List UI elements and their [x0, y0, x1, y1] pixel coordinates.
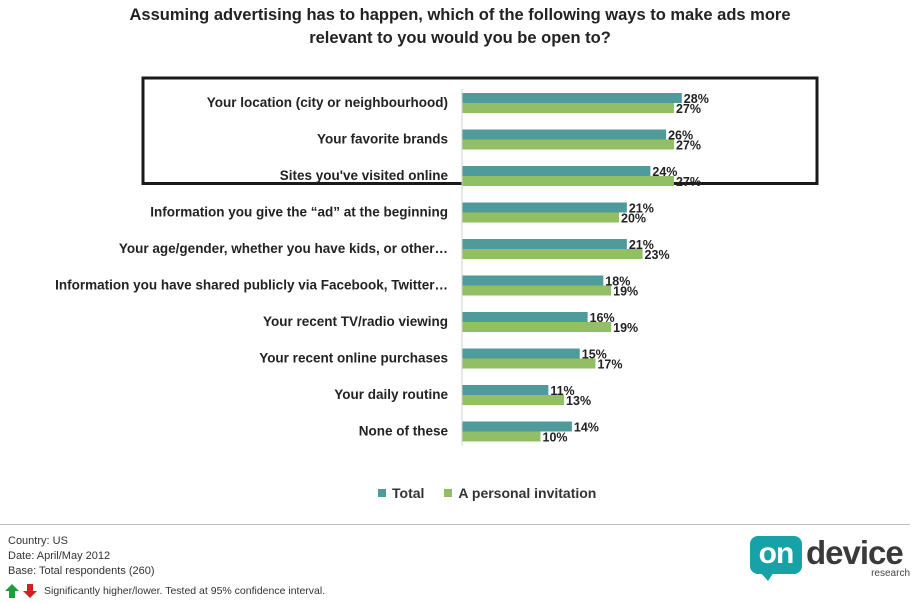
footer-date: Date: April/May 2012: [8, 550, 111, 562]
category-label: Information you have shared publicly via…: [55, 278, 448, 293]
data-label: 26%: [668, 129, 693, 143]
significance-note: Significantly higher/lower. Tested at 95…: [4, 583, 325, 599]
data-label: 18%: [605, 275, 630, 289]
data-label: 21%: [629, 238, 654, 252]
data-label: 16%: [590, 311, 615, 325]
data-label: 17%: [597, 358, 622, 372]
bar-total: [462, 93, 682, 103]
legend-item-personal-invitation: A personal invitation: [444, 485, 596, 501]
data-label: 20%: [621, 212, 646, 226]
bar-personal-invitation: [462, 322, 612, 332]
footer-base: Base: Total respondents (260): [8, 565, 155, 577]
bar-personal-invitation: [462, 212, 619, 223]
data-label: 27%: [676, 175, 701, 189]
bar-total: [462, 275, 604, 286]
arrow-down-icon: [23, 584, 37, 598]
legend-item-total: Total: [378, 485, 424, 501]
bar-personal-invitation: [462, 176, 674, 186]
category-label: Your daily routine: [334, 387, 448, 402]
bar-total: [462, 166, 651, 176]
chart-title: Assuming advertising has to happen, whic…: [100, 4, 820, 50]
bar-personal-invitation: [462, 249, 643, 259]
bar-personal-invitation: [462, 139, 674, 150]
chart-title-line-2: relevant to you would you be open to?: [309, 29, 611, 47]
data-label: 21%: [629, 202, 654, 216]
bar-total: [462, 312, 588, 322]
bar-total: [462, 385, 549, 395]
data-label: 28%: [684, 92, 709, 106]
bar-chart: Your location (city or neighbourhood) 28%…: [55, 76, 819, 446]
logo-on: on: [750, 536, 802, 574]
logo-device: device: [806, 534, 904, 571]
significance-text: Significantly higher/lower. Tested at 95…: [44, 585, 326, 597]
bar-personal-invitation: [462, 103, 674, 113]
data-label: 14%: [574, 421, 599, 435]
data-label: 15%: [582, 348, 607, 362]
data-label: 27%: [676, 139, 701, 153]
bar-total: [462, 239, 627, 249]
footer-country: Country: US: [8, 535, 68, 547]
legend-label-personal-invitation: A personal invitation: [458, 485, 597, 501]
legend-label-total: Total: [392, 485, 425, 501]
bar-total: [462, 348, 580, 359]
category-label: Information you give the “ad” at the beg…: [150, 205, 448, 220]
logo-speech-tail: [760, 572, 774, 581]
category-label: Sites you've visited online: [280, 168, 449, 183]
bar-personal-invitation: [462, 285, 612, 296]
data-label: 19%: [613, 321, 638, 335]
data-label: 19%: [613, 285, 638, 299]
category-label: Your favorite brands: [317, 132, 448, 147]
category-label: Your age/gender, whether you have kids, …: [119, 241, 448, 256]
bar-personal-invitation: [462, 395, 565, 405]
bar-total: [462, 421, 572, 432]
data-label: 11%: [550, 384, 574, 398]
data-label: 10%: [543, 431, 568, 445]
chart-title-line-1: Assuming advertising has to happen, whic…: [129, 6, 791, 24]
bar-total: [462, 202, 627, 213]
category-label: Your recent TV/radio viewing: [263, 314, 448, 329]
category-label: Your location (city or neighbourhood): [207, 95, 448, 110]
ondevice-logo: on device research: [750, 534, 910, 581]
bar-total: [462, 129, 667, 140]
arrow-up-icon: [5, 584, 19, 598]
data-label: 13%: [566, 394, 591, 408]
footer-notes: Country: US Date: April/May 2012 Base: T…: [8, 534, 155, 579]
data-label: 27%: [676, 102, 701, 116]
chart-legend: Total A personal invitation: [378, 485, 616, 501]
bar-personal-invitation: [462, 431, 541, 442]
category-label: None of these: [359, 424, 449, 439]
legend-swatch-personal-invitation: [444, 489, 453, 497]
logo-research: research: [871, 568, 910, 579]
data-label: 23%: [645, 248, 670, 262]
category-label: Your recent online purchases: [259, 351, 448, 366]
legend-swatch-total: [378, 489, 386, 497]
data-label: 24%: [652, 165, 677, 179]
footer-divider: [0, 524, 910, 525]
bar-personal-invitation: [462, 358, 596, 369]
